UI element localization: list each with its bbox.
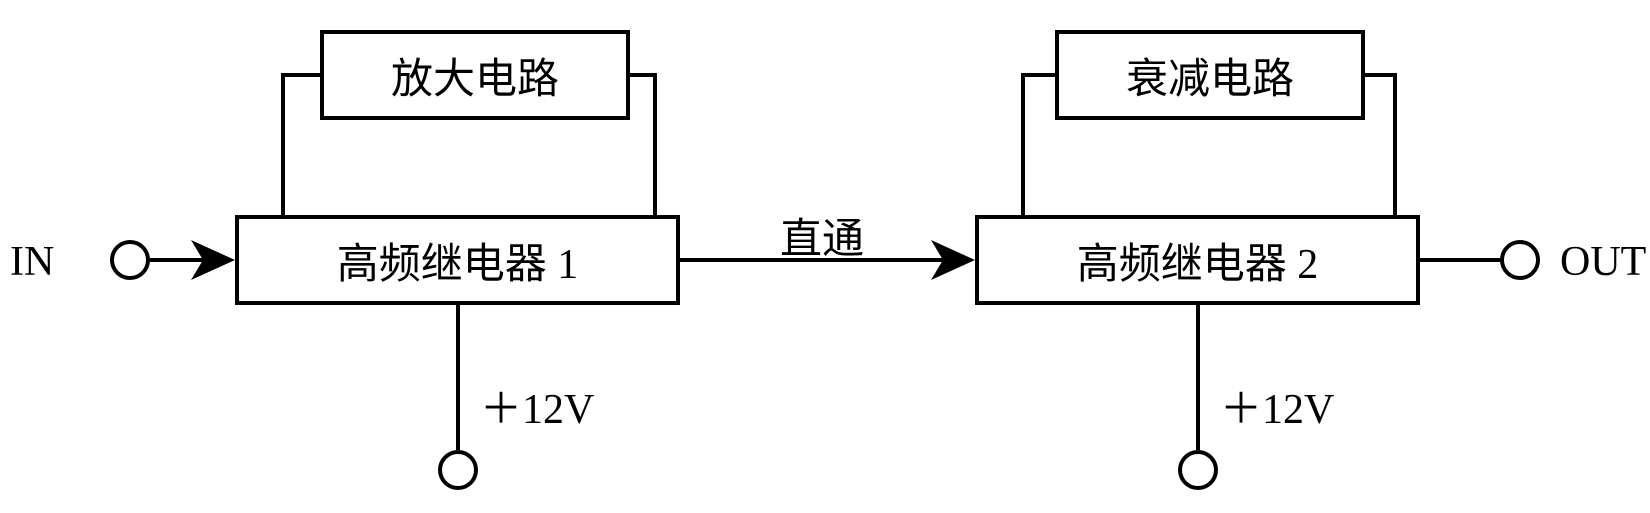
wire-relay1-amp-left: [283, 75, 320, 215]
amp-box: 放大电路: [320, 30, 630, 120]
atten-box: 衰减电路: [1055, 30, 1365, 120]
mid-label: 直通: [780, 205, 864, 266]
in-port: [110, 240, 150, 280]
relay1-box: 高频继电器 1: [235, 215, 680, 305]
relay2-box: 高频继电器 2: [975, 215, 1420, 305]
relay2-label: 高频继电器 2: [1077, 230, 1319, 291]
atten-label: 衰减电路: [1126, 45, 1294, 106]
power1-label: ＋12V: [480, 375, 594, 436]
power2-port: [1178, 450, 1218, 490]
power1-port: [438, 450, 478, 490]
relay1-label: 高频继电器 1: [337, 230, 579, 291]
out-label: OUT: [1560, 238, 1646, 286]
out-port: [1500, 240, 1540, 280]
in-label: IN: [10, 238, 54, 286]
wire-amp-relay1-right: [630, 75, 655, 215]
wire-atten-relay2-right: [1365, 75, 1395, 215]
amp-label: 放大电路: [391, 45, 559, 106]
wire-relay2-atten-left: [1023, 75, 1055, 215]
power2-label: ＋12V: [1220, 375, 1334, 436]
